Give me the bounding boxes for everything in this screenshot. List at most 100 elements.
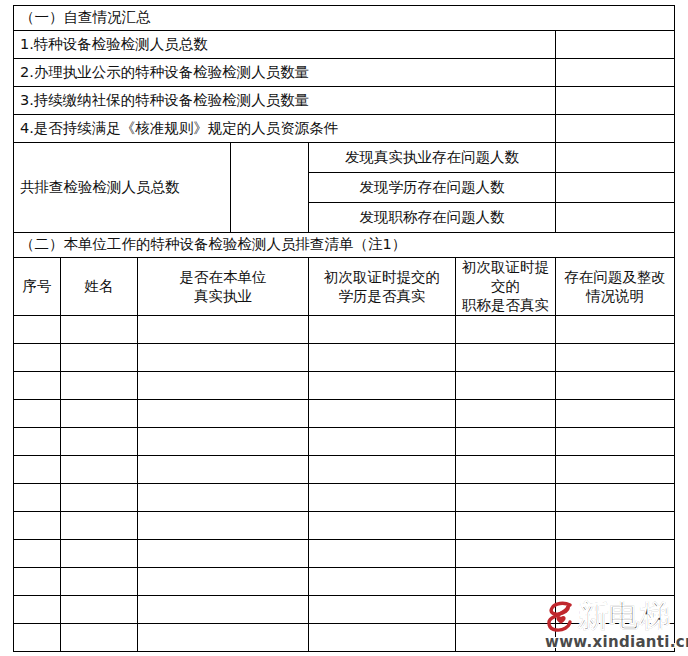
table-cell[interactable] [61,568,138,596]
table-cell[interactable] [556,512,675,540]
table-cell[interactable] [14,540,61,568]
column-header-title-rank-line2: 职称是否真实 [462,296,549,315]
table-cell[interactable] [556,428,675,456]
summary-subitem-1-label: 发现真实执业存在问题人数 [309,143,556,173]
table-cell[interactable] [456,624,556,652]
section-a-item-2-value[interactable] [556,59,675,87]
table-cell[interactable] [556,540,675,568]
table-cell[interactable] [456,484,556,512]
table-row [14,596,675,624]
summary-subitem-3-value[interactable] [556,203,675,233]
table-cell[interactable] [456,316,556,344]
table-row [14,316,675,344]
table-cell[interactable] [138,456,309,484]
table-cell[interactable] [61,400,138,428]
table-cell[interactable] [138,316,309,344]
table-cell[interactable] [61,316,138,344]
table-cell[interactable] [309,596,456,624]
table-cell[interactable] [14,512,61,540]
table-cell[interactable] [556,372,675,400]
table-cell[interactable] [61,596,138,624]
table-cell[interactable] [309,568,456,596]
table-cell[interactable] [138,624,309,652]
table-cell[interactable] [138,400,309,428]
table-cell[interactable] [14,316,61,344]
table-cell[interactable] [456,400,556,428]
table-cell[interactable] [61,540,138,568]
table-cell[interactable] [61,624,138,652]
summary-total-value[interactable] [231,143,309,233]
table-cell[interactable] [14,400,61,428]
table-cell[interactable] [138,512,309,540]
table-cell[interactable] [456,512,556,540]
section-a-item-1-value[interactable] [556,31,675,59]
table-cell[interactable] [309,316,456,344]
table-cell[interactable] [138,540,309,568]
table-row [14,344,675,372]
table-cell[interactable] [61,512,138,540]
table-cell[interactable] [556,484,675,512]
summary-subitem-3-label: 发现职称存在问题人数 [309,203,556,233]
summary-total-label: 共排查检验检测人员总数 [14,143,231,233]
table-cell[interactable] [138,428,309,456]
table-cell[interactable] [61,456,138,484]
table-cell[interactable] [556,624,675,652]
section-a-title: （一）自查情况汇总 [14,6,675,31]
form-sheet: （一）自查情况汇总 1.特种设备检验检测人员总数 2.办理执业公示的特种设备检验… [13,5,674,646]
table-cell[interactable] [456,372,556,400]
table-cell[interactable] [138,484,309,512]
table-cell[interactable] [309,540,456,568]
column-header-issues: 存在问题及整改 情况说明 [556,258,675,316]
table-cell[interactable] [14,456,61,484]
column-header-title-rank-line1: 初次取证时提交的 [462,258,549,296]
section-a-item-4-value[interactable] [556,115,675,143]
table-cell[interactable] [556,400,675,428]
table-cell[interactable] [309,372,456,400]
summary-subitem-2-value[interactable] [556,173,675,203]
table-row: 3.持续缴纳社保的特种设备检验检测人员数量 [14,87,675,115]
table-cell[interactable] [138,372,309,400]
table-cell[interactable] [456,344,556,372]
table-cell[interactable] [456,428,556,456]
table-cell[interactable] [309,400,456,428]
section-a-item-3-label: 3.持续缴纳社保的特种设备检验检测人员数量 [14,87,556,115]
table-cell[interactable] [456,456,556,484]
table-cell[interactable] [14,428,61,456]
table-cell[interactable] [14,596,61,624]
table-cell[interactable] [556,316,675,344]
table-cell[interactable] [456,568,556,596]
table-cell[interactable] [14,568,61,596]
table-cell[interactable] [14,344,61,372]
table-cell[interactable] [556,568,675,596]
table-cell[interactable] [309,428,456,456]
table-row: 4.是否持续满足《核准规则》规定的人员资源条件 [14,115,675,143]
table-cell[interactable] [309,344,456,372]
table-cell[interactable] [309,512,456,540]
table-cell[interactable] [61,372,138,400]
table-cell[interactable] [61,344,138,372]
table-cell[interactable] [456,596,556,624]
table-cell[interactable] [556,456,675,484]
table-row [14,624,675,652]
table-cell[interactable] [14,372,61,400]
table-cell[interactable] [61,428,138,456]
table-cell[interactable] [61,484,138,512]
table-row [14,456,675,484]
column-header-true-practice-line2: 真实执业 [144,287,302,306]
table-cell[interactable] [138,596,309,624]
table-cell[interactable] [14,484,61,512]
table-cell[interactable] [14,624,61,652]
table-cell[interactable] [456,540,556,568]
table-cell[interactable] [309,456,456,484]
column-header-issues-line2: 情况说明 [562,287,668,306]
table-cell[interactable] [309,624,456,652]
self-inspection-form-table: （一）自查情况汇总 1.特种设备检验检测人员总数 2.办理执业公示的特种设备检验… [13,5,675,652]
section-a-item-2-label: 2.办理执业公示的特种设备检验检测人员数量 [14,59,556,87]
table-cell[interactable] [138,344,309,372]
summary-subitem-1-value[interactable] [556,143,675,173]
section-a-item-3-value[interactable] [556,87,675,115]
table-cell[interactable] [138,568,309,596]
table-cell[interactable] [556,344,675,372]
table-cell[interactable] [556,596,675,624]
table-cell[interactable] [309,484,456,512]
